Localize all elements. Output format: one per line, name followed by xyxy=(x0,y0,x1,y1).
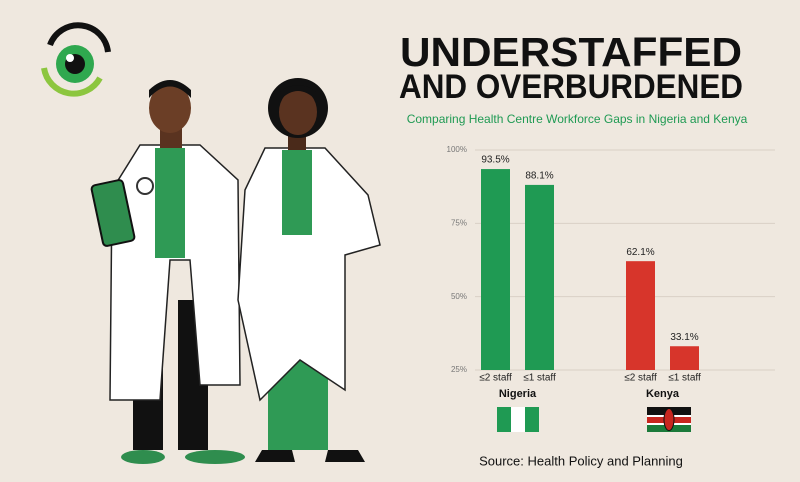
bar xyxy=(626,261,655,370)
value-label: 93.5% xyxy=(481,155,509,166)
group-label: Nigeria xyxy=(499,388,537,400)
title: AND OVERBURDENED xyxy=(399,68,743,106)
value-label: 62.1% xyxy=(626,247,654,258)
value-label: 33.1% xyxy=(670,332,698,343)
logo xyxy=(41,22,111,97)
bar xyxy=(670,346,699,370)
value-label: 88.1% xyxy=(525,171,553,182)
bar xyxy=(481,169,510,370)
x-tick-label: ≤1 staff xyxy=(523,373,556,384)
subtitle: Comparing Health Centre Workforce Gaps i… xyxy=(407,112,748,126)
x-tick-label: ≤1 staff xyxy=(668,373,701,384)
y-tick-label: 75% xyxy=(451,218,467,227)
bar xyxy=(525,184,554,370)
title: UNDERSTAFFED xyxy=(400,29,742,75)
x-tick-label: ≤2 staff xyxy=(479,373,512,384)
group-label: Kenya xyxy=(646,388,680,400)
nigeria-flag xyxy=(497,407,539,432)
doctor-illustration xyxy=(90,80,245,464)
x-tick-label: ≤2 staff xyxy=(624,373,657,384)
y-tick-label: 50% xyxy=(451,292,467,301)
doctor-illustration xyxy=(237,78,381,462)
y-tick-label: 100% xyxy=(447,145,467,154)
kenya-flag xyxy=(647,407,691,432)
source: Source: Health Policy and Planning xyxy=(479,453,683,468)
y-tick-label: 25% xyxy=(451,365,467,374)
